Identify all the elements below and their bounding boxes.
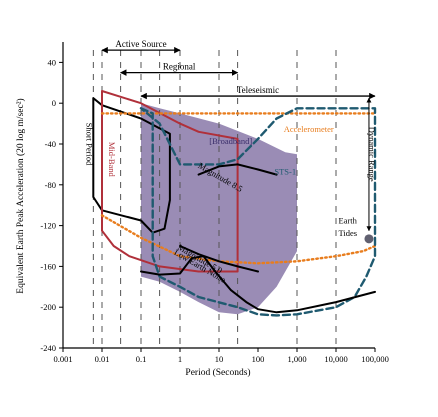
y-tick-label: -120: [40, 221, 56, 231]
range-label-regional: Regional: [163, 62, 196, 72]
range-label-teleseismic: Teleseismic: [237, 85, 279, 95]
y-tick-label: -240: [40, 343, 56, 353]
annotation-short-period: Short Period: [84, 123, 94, 166]
x-tick-label: 0.1: [136, 354, 147, 364]
earth-tides-marker: [364, 234, 374, 244]
x-tick-label: 1: [178, 354, 182, 364]
y-axis-label: Equivalent Earth Peak Acceleration (20 l…: [15, 98, 26, 293]
y-tick-label: -40: [45, 139, 56, 149]
y-tick-label: 0: [52, 98, 56, 108]
x-tick-label: 0.01: [95, 354, 110, 364]
annotation-accelerometer: Accelerometer: [284, 124, 334, 134]
x-tick-label: 0.001: [53, 354, 72, 364]
annotation-dynamic-range: Dynamic Range: [367, 127, 377, 182]
series-magnitude-5-0: [179, 245, 259, 273]
y-tick-label: -200: [40, 302, 56, 312]
x-tick-label: 1,000: [287, 354, 306, 364]
annotation-broadband: [Broadband]: [209, 136, 252, 146]
annotation-sts-1: STS-1: [274, 167, 296, 177]
y-tick-label: -80: [45, 180, 56, 190]
x-tick-label: 100: [252, 354, 265, 364]
series-low-earth-noise: [140, 255, 376, 314]
annotation-earth: Earth: [339, 216, 358, 226]
annotation-mid-band: Mid-Band: [107, 142, 117, 178]
annotation-tides: Tides: [338, 228, 357, 238]
series-sts-1: [139, 107, 377, 317]
series-accelerometer-low: [100, 214, 377, 265]
x-axis-label: Period (Seconds): [185, 367, 250, 378]
plot-area: Active Source Regional Teleseismic 0.001 0.0…: [40, 39, 388, 364]
x-tick-label: 100,000: [361, 354, 389, 364]
y-tick-label: -160: [40, 261, 56, 271]
x-tick-label: 10: [215, 354, 224, 364]
x-tick-label: 10,000: [324, 354, 347, 364]
y-tick-label: 40: [48, 57, 57, 67]
series-magnitude-8-5: [197, 163, 278, 176]
range-label-active-source: Active Source: [115, 39, 166, 49]
series-mid-band: [101, 90, 239, 273]
series-short-period: [92, 97, 171, 234]
